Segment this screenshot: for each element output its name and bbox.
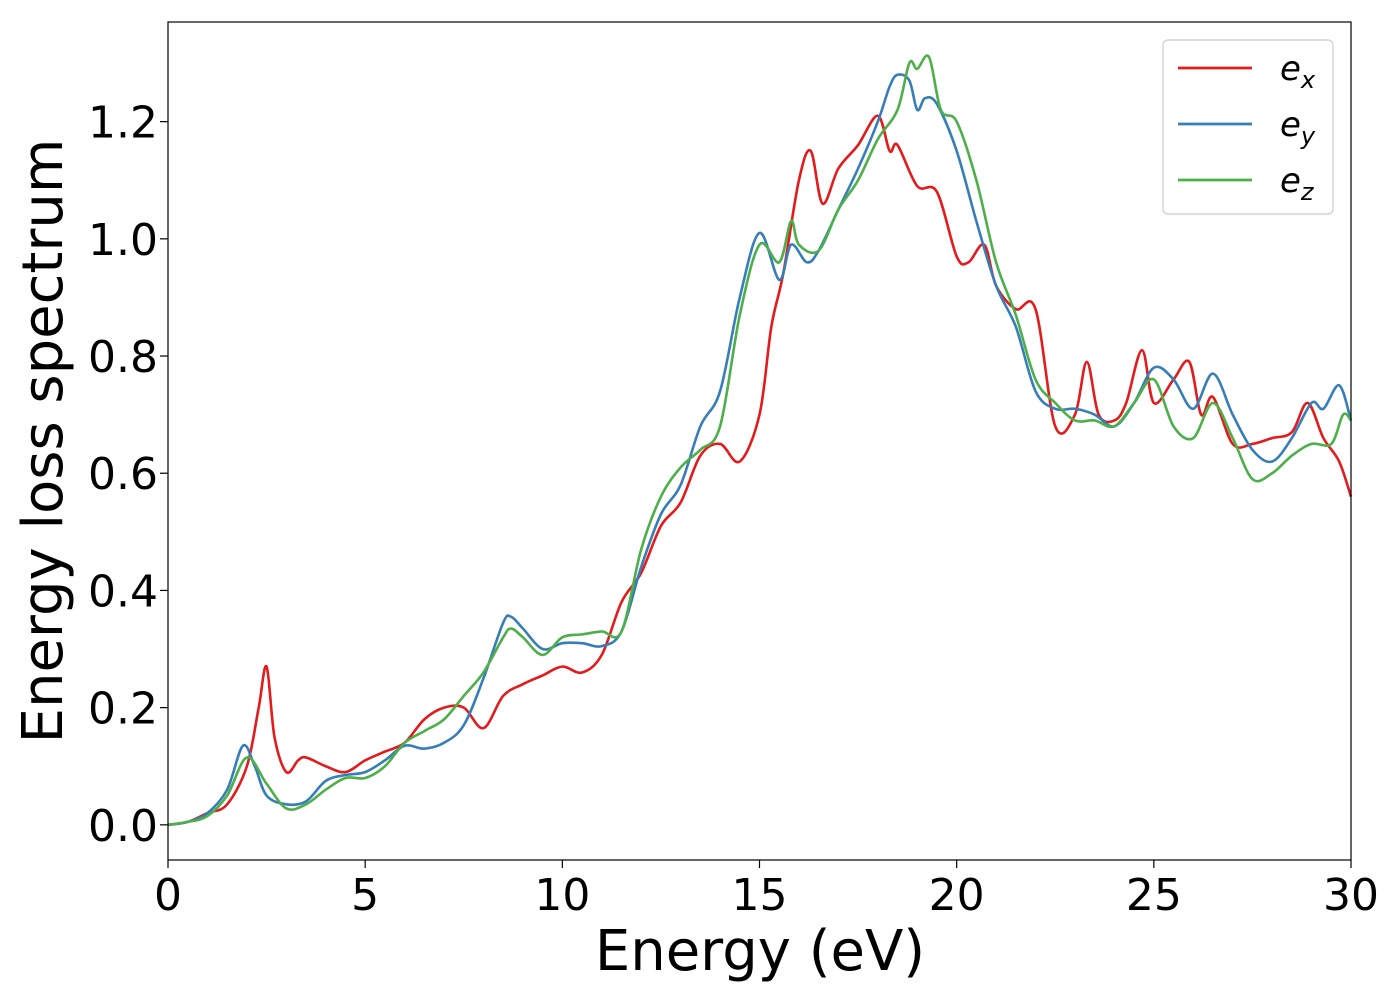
series-line-e-z [167, 54, 1352, 827]
legend-label-base: e [1280, 105, 1301, 145]
x-tick-label: 30 [1323, 870, 1379, 921]
y-tick-label: 0.0 [88, 801, 158, 852]
legend-label-subscript: x [1300, 66, 1316, 94]
x-tick-label: 25 [1126, 870, 1182, 921]
y-tick-label: 1.0 [88, 215, 158, 266]
x-tick-label: 10 [534, 870, 590, 921]
y-tick-label: 0.4 [88, 566, 158, 617]
y-tick-label: 0.2 [88, 684, 158, 735]
series-layer [167, 54, 1353, 827]
y-tick-label: 0.6 [88, 449, 158, 500]
legend-label-base: e [1280, 49, 1301, 89]
legend-box [1162, 39, 1334, 215]
x-axis-label: Energy (eV) [595, 919, 925, 984]
legend-label-e-y: ey [1280, 105, 1316, 150]
legend-label-e-z: ez [1280, 161, 1315, 206]
y-tick-label: 0.8 [88, 332, 158, 383]
x-tick-label: 15 [732, 870, 788, 921]
y-axis-label: Energy loss spectrum [11, 139, 76, 744]
legend-label-e-x: ex [1280, 49, 1316, 94]
legend-label-subscript: y [1300, 122, 1316, 150]
legend-label-base: e [1280, 161, 1301, 201]
x-tick-label: 20 [929, 870, 985, 921]
y-axis-ticks: 0.0 0.2 0.4 0.6 0.8 1.0 1.2 [88, 98, 168, 852]
legend-label-subscript: z [1300, 178, 1315, 206]
x-tick-label: 5 [351, 870, 379, 921]
series-line-e-y [167, 73, 1353, 827]
x-axis-ticks: 0 5 10 15 20 25 30 [154, 860, 1379, 921]
y-tick-label: 1.2 [88, 98, 158, 149]
x-tick-label: 0 [154, 870, 182, 921]
